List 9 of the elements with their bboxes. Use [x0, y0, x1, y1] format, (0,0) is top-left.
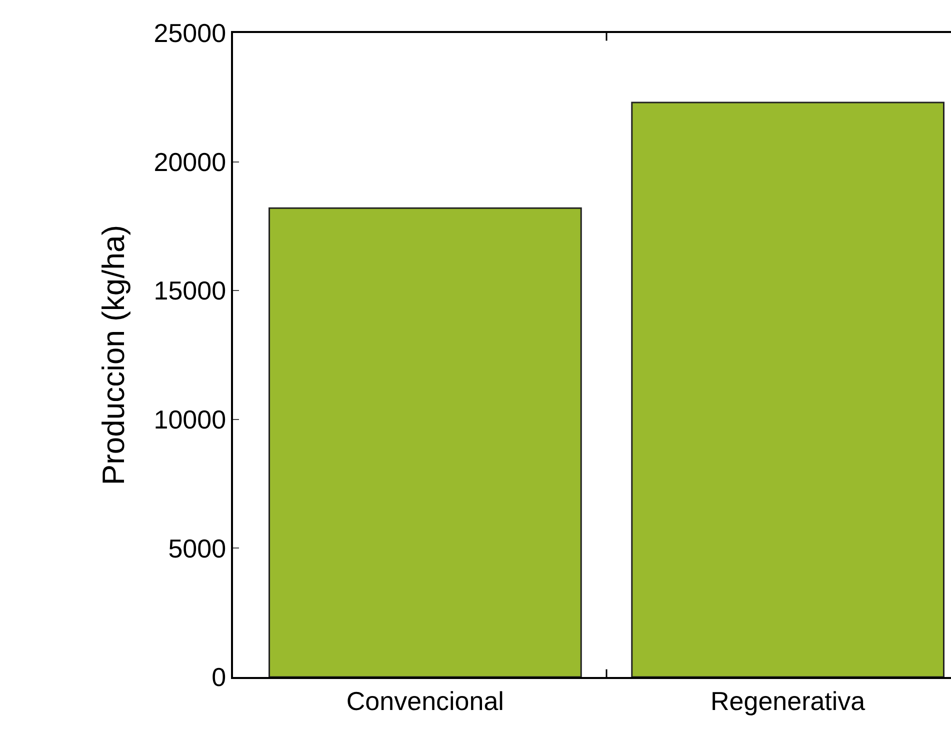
y-axis-title: Produccion (kg/ha) [96, 224, 131, 486]
y-tick-label: 25000 [154, 18, 226, 48]
y-tick-label: 10000 [154, 404, 226, 434]
x-tick-label: Regenerativa [710, 686, 866, 716]
y-tick-label: 0 [212, 662, 226, 692]
y-tick-label: 5000 [168, 533, 226, 564]
x-tick-label: Convencional [346, 686, 504, 716]
y-tick-label: 15000 [154, 276, 226, 306]
y-tick-label: 20000 [154, 146, 226, 177]
